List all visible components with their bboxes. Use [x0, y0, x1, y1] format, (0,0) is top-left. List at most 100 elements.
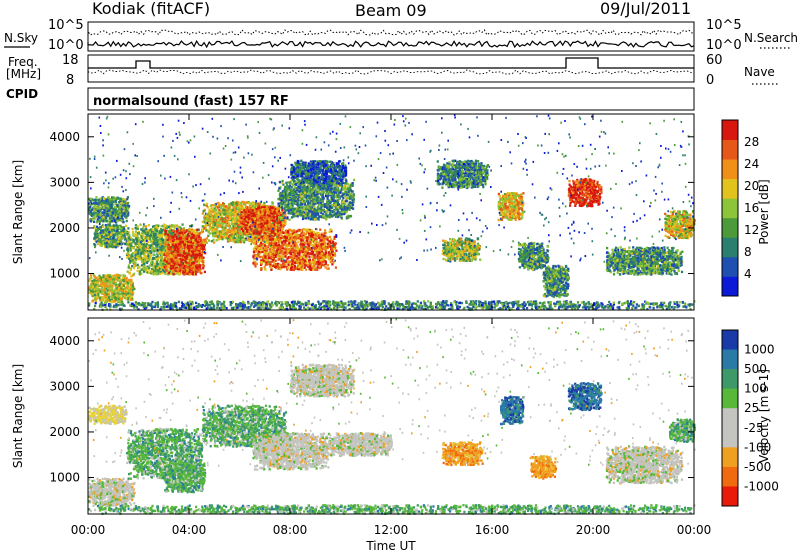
power-cell	[158, 235, 160, 237]
power-cell	[139, 273, 141, 275]
power-cell	[129, 249, 131, 251]
power-cell	[127, 196, 129, 198]
power-cell	[143, 243, 145, 245]
power-cell	[133, 239, 135, 241]
nave-label: Nave	[744, 65, 775, 79]
power-cell	[106, 285, 108, 287]
power-cell	[109, 238, 111, 240]
power-cell	[138, 266, 140, 268]
power-cell	[121, 215, 123, 217]
power-cell	[130, 256, 132, 258]
nave-tick-0: 0	[706, 73, 714, 88]
power-cell	[132, 261, 134, 263]
power-cell	[133, 288, 135, 290]
power-cell	[122, 230, 124, 232]
power-cell	[122, 279, 124, 281]
power-cell	[112, 212, 114, 214]
power-cell	[113, 214, 115, 216]
power-cell	[165, 239, 167, 241]
power-cell	[108, 196, 110, 198]
mode-text: normalsound (fast) 157 RF	[93, 94, 289, 109]
power-cell	[133, 273, 135, 275]
power-cell	[97, 202, 99, 204]
power-cell	[140, 228, 142, 230]
power-cell	[143, 263, 145, 265]
power-cell	[93, 213, 95, 215]
power-cell	[94, 276, 96, 278]
power-cell	[121, 290, 123, 292]
power-cell	[113, 234, 115, 236]
power-cell	[127, 295, 129, 297]
date-title: 09/Jul/2011	[600, 0, 691, 18]
power-cell	[145, 225, 147, 227]
power-cell	[103, 209, 105, 211]
power-cell	[147, 255, 149, 257]
power-cell	[139, 257, 141, 259]
power-cell	[148, 224, 150, 226]
power-cell	[110, 286, 112, 288]
power-cell	[117, 243, 119, 245]
power-cell	[120, 202, 122, 204]
noise-frame	[88, 22, 694, 51]
power-cell	[96, 286, 98, 288]
power-cell	[119, 210, 121, 212]
power-cell	[152, 257, 154, 259]
power-cell	[125, 290, 127, 292]
power-cell	[123, 212, 125, 214]
power-cell	[121, 295, 123, 297]
power-cell	[116, 210, 118, 212]
power-cell	[90, 274, 92, 276]
power-cell	[162, 229, 164, 231]
power-cell	[131, 292, 133, 294]
power-cell	[127, 215, 129, 217]
power-cell	[161, 272, 163, 274]
power-cell	[110, 198, 112, 200]
power-cell	[153, 233, 155, 235]
power-cell	[90, 218, 92, 220]
power-cell	[119, 283, 121, 285]
power-cell	[96, 220, 98, 222]
power-cell	[128, 290, 130, 292]
power-cell	[124, 238, 126, 240]
power-cell	[162, 241, 164, 243]
power-cell	[161, 251, 163, 253]
power-cell	[90, 290, 92, 292]
power-cell	[101, 287, 103, 289]
power-cell	[159, 273, 161, 275]
power-cell	[97, 210, 99, 212]
power-cell	[152, 265, 154, 267]
power-cell	[124, 297, 126, 299]
power-cell	[131, 296, 133, 298]
power-cell	[152, 247, 154, 249]
power-cell	[128, 234, 130, 236]
power-cell	[103, 206, 105, 208]
power-cell	[161, 245, 163, 247]
power-cell	[105, 276, 107, 278]
power-cell	[123, 210, 125, 212]
power-cell	[111, 297, 113, 299]
power-cell	[101, 244, 103, 246]
power-cell	[107, 287, 109, 289]
power-cell	[134, 261, 136, 263]
power-cell	[108, 240, 110, 242]
power-cell	[125, 286, 127, 288]
power-cell	[90, 220, 92, 222]
power-cell	[140, 235, 142, 237]
power-cell	[120, 219, 122, 221]
power-cell	[112, 217, 114, 219]
power-cell	[152, 226, 154, 228]
power-cell	[147, 231, 149, 233]
power-cell	[141, 259, 143, 261]
power-cell	[120, 243, 122, 245]
power-cell	[157, 267, 159, 269]
power-cell	[114, 276, 116, 278]
noise-panel: 10^5 10^0 10^5 10^0 N.Sky N.Search	[4, 18, 798, 53]
power-cell	[99, 209, 101, 211]
power-cell	[91, 208, 93, 210]
power-cell	[157, 239, 159, 241]
power-cell	[163, 227, 165, 229]
power-cell	[139, 224, 141, 226]
power-cell	[119, 212, 121, 214]
power-cell	[110, 234, 112, 236]
freq-tick-8: 8	[66, 73, 74, 88]
